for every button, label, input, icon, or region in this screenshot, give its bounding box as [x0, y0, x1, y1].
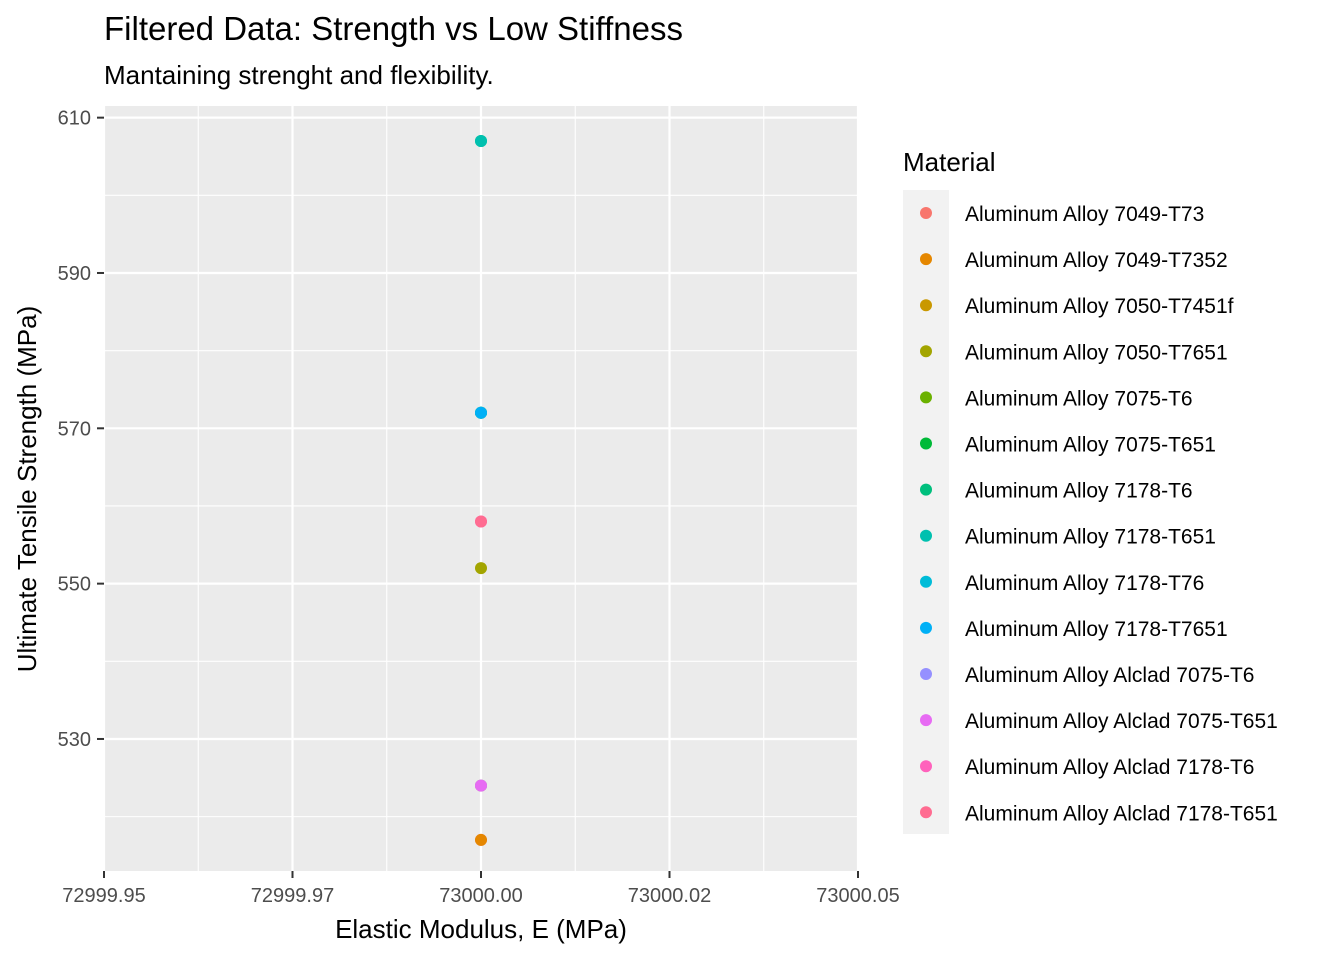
legend-label: Aluminum Alloy Alclad 7075-T651: [965, 710, 1278, 733]
legend-label: Aluminum Alloy Alclad 7178-T651: [965, 802, 1278, 825]
legend-label: Aluminum Alloy 7050-T7451f: [965, 295, 1234, 318]
y-axis-title: Ultimate Tensile Strength (MPa): [12, 306, 42, 673]
legend-swatch: [920, 714, 932, 727]
legend-label: Aluminum Alloy Alclad 7075-T6: [965, 664, 1254, 687]
legend-item: Aluminum Alloy Alclad 7075-T651: [920, 710, 1278, 733]
y-tick-label: 530: [58, 729, 91, 751]
legend-label: Aluminum Alloy 7178-T651: [965, 526, 1216, 549]
data-points: [475, 134, 487, 846]
legend-item: Aluminum Alloy Alclad 7178-T651: [920, 802, 1278, 825]
legend-label: Aluminum Alloy 7050-T7651: [965, 341, 1228, 364]
y-tick-label: 550: [58, 574, 91, 596]
legend-item: Aluminum Alloy 7075-T651: [920, 434, 1216, 457]
y-tick-label: 570: [58, 418, 91, 440]
legend-label: Aluminum Alloy 7075-T651: [965, 434, 1216, 457]
legend-item: Aluminum Alloy Alclad 7075-T6: [920, 664, 1254, 687]
legend-item: Aluminum Alloy 7049-T7352: [920, 249, 1228, 272]
grid-major: [102, 106, 860, 871]
x-tick-label: 73000.02: [628, 885, 711, 907]
legend-swatch: [920, 483, 932, 496]
legend-item: Aluminum Alloy 7050-T7651: [920, 341, 1228, 364]
legend-item: Aluminum Alloy 7178-T76: [920, 572, 1204, 595]
y-tick-label: 610: [58, 108, 91, 130]
legend-label: Aluminum Alloy 7178-T7651: [965, 618, 1228, 641]
x-tick-label: 72999.95: [62, 885, 145, 907]
y-tick-label: 590: [58, 263, 91, 285]
legend-label: Aluminum Alloy 7049-T7352: [965, 249, 1228, 272]
x-tick-label: 73000.00: [439, 885, 522, 907]
legend-label: Aluminum Alloy 7178-T6: [965, 480, 1193, 503]
legend-label: Aluminum Alloy 7049-T73: [965, 203, 1204, 226]
legend-swatch: [920, 253, 932, 266]
legend-item: Aluminum Alloy 7049-T73: [920, 203, 1204, 226]
legend-item: Aluminum Alloy 7178-T7651: [920, 618, 1228, 641]
legend-swatch: [920, 207, 932, 219]
legend-key-background: [903, 190, 949, 834]
data-point: [475, 515, 487, 528]
legend-swatch: [920, 760, 932, 773]
legend-label: Aluminum Alloy 7075-T6: [965, 387, 1193, 410]
chart-subtitle: Mantaining strenght and flexibility.: [104, 60, 494, 90]
y-axis: 530 550 570 590 610: [58, 108, 104, 751]
legend-swatch: [920, 621, 932, 634]
legend-label: Aluminum Alloy 7178-T76: [965, 572, 1204, 595]
x-tick-label: 72999.97: [251, 885, 334, 907]
legend-item: Aluminum Alloy Alclad 7178-T6: [920, 756, 1254, 779]
legend-label: Aluminum Alloy Alclad 7178-T6: [965, 756, 1254, 779]
chart-title: Filtered Data: Strength vs Low Stiffness: [104, 10, 683, 47]
data-point: [475, 779, 487, 792]
legend-swatch: [920, 437, 932, 450]
data-point: [475, 134, 487, 147]
legend-item: Aluminum Alloy 7075-T6: [920, 387, 1193, 410]
x-axis: 72999.95 72999.97 73000.00 73000.02 73000.05: [62, 871, 900, 907]
legend-swatch: [920, 529, 932, 542]
data-point: [475, 562, 487, 575]
legend-item: Aluminum Alloy 7178-T6: [920, 480, 1193, 503]
legend-swatch: [920, 299, 932, 312]
legend-swatch: [920, 575, 932, 588]
legend-item: Aluminum Alloy 7178-T651: [920, 526, 1216, 549]
legend-swatch: [920, 806, 932, 819]
legend-swatch: [920, 391, 932, 404]
data-point: [475, 833, 487, 846]
data-point: [475, 406, 487, 419]
legend: Aluminum Alloy 7049-T73 Aluminum Alloy 70…: [920, 203, 1278, 825]
x-tick-label: 73000.05: [816, 885, 899, 907]
legend-title: Material: [903, 147, 995, 177]
legend-swatch: [920, 345, 932, 358]
legend-item: Aluminum Alloy 7050-T7451f: [920, 295, 1234, 318]
legend-swatch: [920, 668, 932, 680]
x-axis-title: Elastic Modulus, E (MPa): [335, 914, 627, 944]
